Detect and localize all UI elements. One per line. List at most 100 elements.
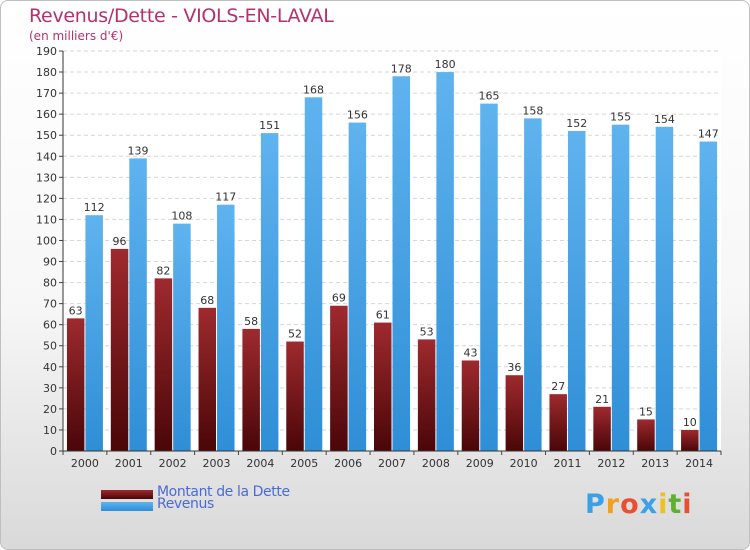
x-tick-label: 2012: [597, 457, 625, 470]
x-tick-label: 2006: [334, 457, 362, 470]
data-label-revenus: 147: [698, 128, 719, 141]
y-tick-label: 10: [43, 424, 57, 437]
x-tick-label: 2014: [685, 457, 713, 470]
bar-revenus: [304, 97, 323, 451]
y-tick-label: 140: [36, 150, 57, 163]
bar-revenus: [348, 122, 367, 451]
logo-letter: o: [620, 489, 640, 520]
bar-revenus: [85, 215, 103, 451]
data-label-dette: 63: [69, 304, 83, 317]
y-tick-label: 60: [43, 319, 57, 332]
data-label-revenus: 117: [215, 191, 236, 204]
logo-letter: P: [585, 489, 606, 520]
data-label-revenus: 112: [84, 201, 105, 214]
data-label-dette: 82: [156, 264, 170, 277]
bar-dette: [66, 318, 85, 451]
bar-revenus: [260, 133, 279, 451]
data-label-dette: 15: [639, 405, 653, 418]
x-tick-label: 2007: [378, 457, 406, 470]
data-label-dette: 69: [332, 292, 346, 305]
x-tick-label: 2002: [159, 457, 187, 470]
bar-dette: [417, 339, 436, 451]
y-tick-label: 150: [36, 129, 57, 142]
legend-swatch-revenus: [101, 502, 153, 511]
bar-dette: [637, 419, 655, 451]
bar-dette: [681, 429, 699, 451]
data-label-revenus: 152: [566, 117, 587, 130]
data-label-dette: 61: [376, 309, 390, 322]
data-label-revenus: 180: [435, 58, 456, 71]
legend-swatch-dette: [101, 490, 153, 499]
logo-letter: i: [658, 489, 669, 520]
x-tick-label: 2011: [553, 457, 581, 470]
y-tick-label: 170: [36, 87, 57, 100]
y-tick-label: 70: [43, 298, 57, 311]
y-tick-label: 20: [43, 403, 57, 416]
data-label-dette: 27: [551, 380, 565, 393]
data-label-dette: 21: [595, 393, 609, 406]
bar-revenus: [173, 223, 191, 451]
data-label-dette: 43: [463, 346, 477, 359]
chart-title: Revenus/Dette - VIOLS-EN-LAVAL: [29, 5, 334, 27]
bar-dette: [374, 322, 392, 451]
data-label-dette: 58: [244, 315, 258, 328]
proxiti-logo: Proxiti: [585, 489, 693, 520]
bar-revenus: [392, 76, 410, 452]
bar-revenus: [655, 126, 674, 451]
logo-letter: x: [639, 489, 659, 520]
bar-dette: [330, 305, 348, 451]
x-tick-label: 2009: [466, 457, 494, 470]
data-label-revenus: 168: [303, 83, 324, 96]
y-tick-label: 110: [36, 213, 57, 226]
x-tick-label: 2005: [290, 457, 318, 470]
plot-area: [63, 51, 721, 451]
chart-subtitle: (en milliers d'€): [29, 29, 124, 43]
legend-label-revenus: Revenus: [157, 496, 214, 512]
bar-revenus: [217, 204, 235, 451]
data-label-revenus: 108: [171, 210, 192, 223]
data-label-dette: 68: [200, 294, 214, 307]
data-label-revenus: 158: [522, 104, 543, 117]
y-tick-label: 80: [43, 277, 57, 290]
data-label-revenus: 154: [654, 113, 675, 126]
data-label-dette: 96: [113, 235, 127, 248]
y-tick-label: 90: [43, 256, 57, 269]
data-label-dette: 10: [683, 416, 697, 429]
bar-revenus: [699, 141, 718, 452]
y-tick-label: 130: [36, 171, 57, 184]
logo-letter: t: [668, 489, 683, 520]
x-tick-label: 2003: [203, 457, 231, 470]
data-label-revenus: 139: [128, 144, 149, 157]
x-tick-label: 2008: [422, 457, 450, 470]
data-label-revenus: 178: [391, 62, 412, 75]
x-tick-label: 2004: [246, 457, 274, 470]
y-tick-label: 100: [36, 234, 57, 247]
data-label-revenus: 165: [478, 90, 499, 103]
bar-revenus: [611, 124, 630, 452]
data-label-dette: 52: [288, 328, 302, 341]
bar-revenus: [129, 158, 147, 452]
x-tick-label: 2013: [641, 457, 669, 470]
y-tick-label: 190: [36, 45, 57, 58]
data-label-revenus: 151: [259, 119, 280, 132]
y-tick-label: 180: [36, 66, 57, 79]
bar-dette: [286, 341, 304, 451]
bar-dette: [593, 406, 611, 451]
data-label-dette: 36: [507, 361, 521, 374]
bar-dette: [154, 278, 173, 451]
logo-letter: i: [682, 489, 693, 520]
y-tick-label: 50: [43, 340, 57, 353]
y-tick-label: 0: [50, 445, 57, 458]
logo-letter: r: [605, 489, 621, 520]
data-label-revenus: 155: [610, 111, 631, 124]
legend-label-dette: Montant de la Dette: [157, 484, 290, 500]
y-tick-label: 40: [43, 361, 57, 374]
x-tick-label: 2001: [115, 457, 143, 470]
x-tick-label: 2000: [71, 457, 99, 470]
y-tick-label: 160: [36, 108, 57, 121]
bar-revenus: [480, 103, 498, 451]
bar-revenus: [436, 72, 454, 451]
bar-dette: [242, 328, 260, 451]
